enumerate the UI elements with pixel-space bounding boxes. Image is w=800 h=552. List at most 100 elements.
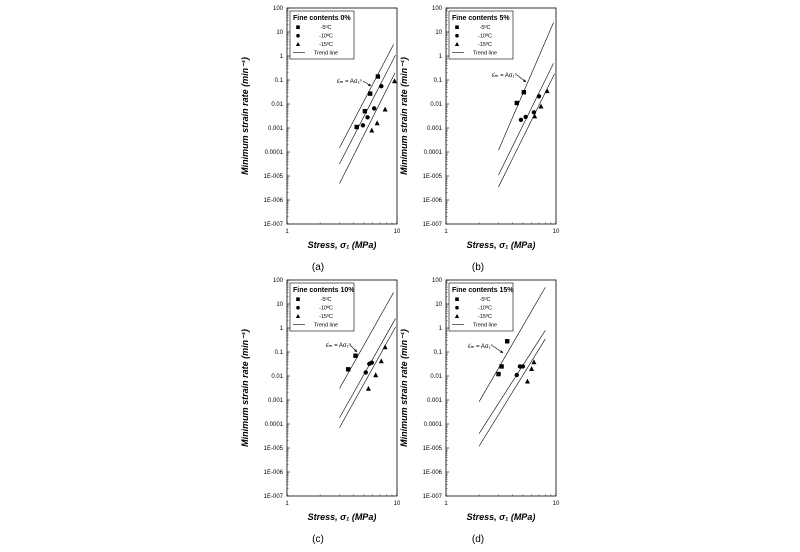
- y-axis-title: Minimum strain rate (min⁻¹): [240, 57, 250, 175]
- legend-label: -5ºC: [321, 296, 332, 303]
- marker-triangle: [365, 385, 371, 391]
- legend-box: [448, 282, 514, 332]
- marker-square: [521, 90, 527, 95]
- y-tick-label: 100: [432, 6, 443, 12]
- marker-triangle: [531, 359, 537, 365]
- y-tick-label: 0.001: [427, 398, 443, 404]
- x-tick-label: 1: [285, 229, 289, 235]
- marker-circle: [369, 360, 374, 365]
- y-axis-title: Minimum strain rate (min⁻¹): [240, 329, 250, 447]
- y-tick-label: 1E-005: [423, 174, 443, 180]
- y-tick-label: 0.0001: [265, 422, 284, 428]
- annotation-arrowhead: [523, 79, 526, 82]
- marker-square: [345, 367, 351, 372]
- y-tick-label: 0.01: [271, 102, 283, 108]
- y-tick-label: 0.01: [430, 374, 442, 380]
- y-tick-label: 1E-006: [423, 470, 443, 476]
- y-tick-label: 100: [432, 278, 443, 284]
- y-tick-label: 0.0001: [265, 150, 284, 156]
- legend-label: -5ºC: [321, 24, 332, 31]
- marker-triangle: [373, 372, 379, 378]
- marker-square: [514, 100, 519, 106]
- legend-box: [448, 10, 514, 60]
- panel-caption: (a): [312, 262, 324, 273]
- legend-label: -5ºC: [480, 296, 491, 303]
- marker-circle: [455, 33, 459, 38]
- plot-frame: [286, 7, 398, 225]
- marker-square: [296, 25, 300, 29]
- trend-line: [478, 287, 546, 402]
- marker-square: [354, 124, 359, 130]
- marker-circle: [514, 372, 519, 378]
- y-tick-label: 0.0001: [424, 422, 443, 428]
- marker-square: [367, 91, 373, 96]
- x-axis-title: Stress, σ₁ (MPa): [467, 512, 536, 522]
- annotation-arrowhead: [354, 349, 357, 352]
- y-tick-label: 0.1: [275, 350, 284, 356]
- y-tick-label: 0.1: [275, 78, 284, 84]
- y-axis-title: Minimum strain rate (min⁻¹): [399, 329, 409, 447]
- marker-circle: [455, 305, 459, 310]
- marker-triangle: [538, 103, 544, 109]
- legend-title: Fine contents 0%: [293, 15, 351, 22]
- marker-square: [455, 297, 459, 301]
- legend-title: Fine contents 5%: [452, 15, 510, 22]
- trend-line: [339, 292, 394, 389]
- equation-annotation: ε̇ₘ = Aσ₁ⁿ: [337, 78, 362, 85]
- legend-box: [289, 282, 355, 332]
- y-tick-label: 1E-007: [423, 222, 443, 228]
- trend-line: [498, 22, 554, 151]
- panel-caption: (d): [472, 534, 484, 545]
- legend-label: -10ºC: [478, 33, 492, 40]
- legend-label: Trend line: [314, 51, 338, 57]
- marker-circle: [363, 370, 368, 375]
- y-tick-label: 100: [273, 6, 284, 12]
- trend-line: [339, 44, 394, 148]
- chart-panel-4: 100 10 1 0.1 0.01 0.001 0.0001 1E-005 1E-006 1E-0…: [399, 278, 560, 545]
- plot-frame: [445, 279, 557, 497]
- trend-line: [478, 330, 546, 434]
- x-axis-title: Stress, σ₁ (MPa): [308, 240, 377, 250]
- marker-triangle: [454, 41, 460, 46]
- marker-square: [296, 297, 300, 301]
- marker-triangle: [529, 366, 535, 371]
- annotation-arrowhead: [500, 350, 503, 353]
- marker-circle: [360, 123, 366, 128]
- y-tick-label: 1: [439, 54, 443, 60]
- marker-square: [375, 74, 381, 79]
- y-tick-label: 1E-005: [264, 174, 284, 180]
- marker-square: [504, 339, 510, 344]
- y-tick-label: 0.001: [268, 126, 284, 132]
- marker-triangle: [295, 41, 301, 46]
- marker-circle: [296, 33, 300, 38]
- y-tick-label: 10: [435, 302, 442, 308]
- chart-panel-1: 100 10 1 0.1 0.01 0.001 0.0001 1E-005 1E-006 1E-0…: [240, 6, 401, 273]
- panel-caption: (c): [312, 534, 324, 545]
- marker-triangle: [392, 78, 398, 84]
- marker-circle: [523, 114, 528, 120]
- panel-caption: (b): [472, 262, 484, 273]
- y-tick-label: 0.1: [434, 350, 443, 356]
- marker-triangle: [382, 106, 388, 112]
- annotation-arrowhead: [368, 83, 371, 86]
- y-tick-label: 1: [280, 326, 284, 332]
- legend-title: Fine contents 10%: [293, 287, 355, 294]
- y-axis-title: Minimum strain rate (min⁻¹): [399, 57, 409, 175]
- legend-title: Fine contents 15%: [452, 287, 514, 294]
- marker-triangle: [295, 313, 301, 318]
- marker-square: [496, 371, 501, 377]
- x-tick-label: 1: [285, 501, 289, 507]
- marker-triangle: [369, 127, 375, 133]
- legend-label: -15ºC: [478, 41, 492, 48]
- legend-box: [289, 10, 355, 60]
- x-tick-label: 10: [553, 229, 560, 235]
- marker-circle: [379, 84, 384, 89]
- legend-label: -15ºC: [478, 313, 492, 320]
- marker-circle: [371, 106, 377, 111]
- marker-circle: [520, 364, 526, 369]
- equation-annotation: ε̇ₘ = Aσ₁ⁿ: [492, 72, 517, 79]
- y-tick-label: 10: [276, 30, 283, 36]
- legend: Fine contents 0% -5ºC -10ºC-15ºC Trend line: [289, 10, 355, 60]
- marker-square: [455, 25, 459, 29]
